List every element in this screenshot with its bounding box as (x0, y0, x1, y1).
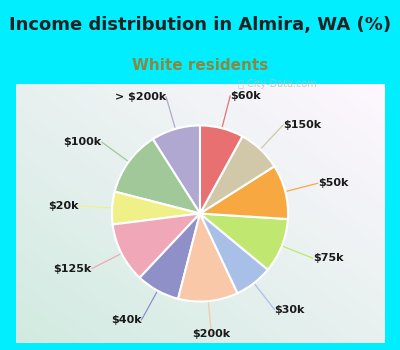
Wedge shape (115, 139, 200, 214)
Wedge shape (200, 166, 288, 219)
Wedge shape (140, 214, 200, 299)
Text: $50k: $50k (318, 178, 348, 188)
Text: $100k: $100k (64, 137, 102, 147)
Wedge shape (112, 191, 200, 225)
Wedge shape (200, 136, 274, 214)
Text: > $200k: > $200k (115, 92, 166, 102)
Text: ⓘ City-Data.com: ⓘ City-Data.com (238, 79, 317, 89)
Wedge shape (178, 214, 238, 302)
Wedge shape (200, 214, 288, 270)
Wedge shape (153, 125, 200, 214)
Text: $75k: $75k (313, 253, 344, 263)
Text: $20k: $20k (48, 201, 79, 211)
Text: $200k: $200k (192, 329, 230, 340)
Text: $60k: $60k (230, 91, 261, 101)
Text: $40k: $40k (111, 315, 142, 325)
Text: White residents: White residents (132, 58, 268, 73)
Text: $150k: $150k (283, 120, 321, 130)
Wedge shape (200, 214, 268, 293)
Text: $30k: $30k (274, 304, 305, 315)
Text: $125k: $125k (54, 264, 92, 274)
Text: Income distribution in Almira, WA (%): Income distribution in Almira, WA (%) (9, 16, 391, 34)
Wedge shape (113, 214, 200, 278)
Wedge shape (200, 125, 242, 214)
